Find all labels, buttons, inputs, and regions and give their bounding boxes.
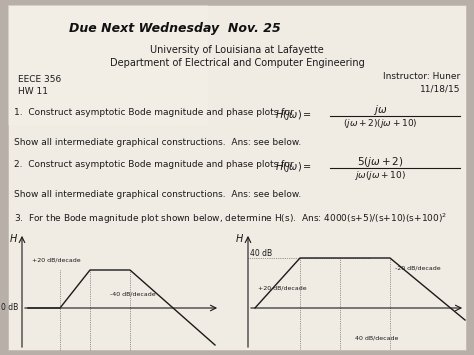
Text: -40 dB/decade: -40 dB/decade	[110, 291, 155, 296]
Text: University of Louisiana at Lafayette: University of Louisiana at Lafayette	[150, 45, 324, 55]
Text: $j\omega$: $j\omega$	[373, 103, 387, 117]
Text: Department of Electrical and Computer Engineering: Department of Electrical and Computer En…	[109, 58, 365, 68]
Text: +20 dB/decade: +20 dB/decade	[258, 286, 307, 291]
Text: HW 11: HW 11	[18, 87, 48, 96]
Text: $(j\omega+2)(j\omega+10)$: $(j\omega+2)(j\omega+10)$	[343, 117, 417, 130]
Text: Due Next Wednesday  Nov. 25: Due Next Wednesday Nov. 25	[69, 22, 281, 35]
Text: $5(j\omega+2)$: $5(j\omega+2)$	[356, 155, 403, 169]
Text: Instructor: Huner: Instructor: Huner	[383, 72, 460, 81]
Text: $H(j\omega)=$: $H(j\omega)=$	[275, 160, 312, 174]
Text: -20 dB/decade: -20 dB/decade	[395, 266, 441, 271]
Text: EECE 356: EECE 356	[18, 75, 61, 84]
Text: 1.  Construct asymptotic Bode magnitude and phase plots for: 1. Construct asymptotic Bode magnitude a…	[14, 108, 300, 117]
Text: $H$: $H$	[9, 232, 18, 244]
Text: +20 dB/decade: +20 dB/decade	[32, 258, 81, 263]
FancyBboxPatch shape	[8, 5, 208, 125]
Text: 40 dB/decade: 40 dB/decade	[355, 336, 398, 341]
Text: Show all intermediate graphical constructions.  Ans: see below.: Show all intermediate graphical construc…	[14, 138, 301, 147]
Text: $j\omega(j\omega+10)$: $j\omega(j\omega+10)$	[354, 169, 406, 182]
Text: 3.  For the Bode magnitude plot shown below, determine H(s).  Ans: 4000(s+5)/(s+: 3. For the Bode magnitude plot shown bel…	[14, 212, 447, 226]
Text: 11/18/15: 11/18/15	[419, 84, 460, 93]
Text: 0 dB: 0 dB	[1, 304, 18, 312]
Text: 2.  Construct asymptotic Bode magnitude and phase plots for: 2. Construct asymptotic Bode magnitude a…	[14, 160, 300, 169]
Text: $H(j\omega)=$: $H(j\omega)=$	[275, 108, 312, 122]
Text: Show all intermediate graphical constructions.  Ans: see below.: Show all intermediate graphical construc…	[14, 190, 301, 199]
Text: $H$: $H$	[235, 232, 244, 244]
FancyBboxPatch shape	[8, 5, 466, 350]
Text: 40 dB: 40 dB	[250, 249, 272, 258]
